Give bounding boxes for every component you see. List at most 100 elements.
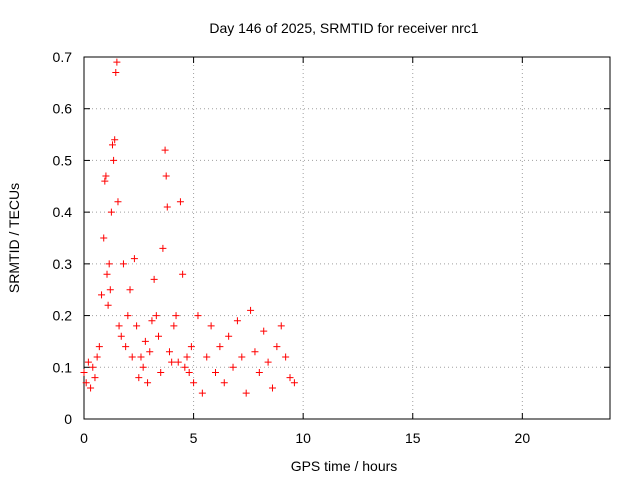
data-point — [185, 368, 193, 376]
data-point — [157, 368, 165, 376]
data-point — [174, 358, 182, 366]
data-point — [119, 260, 127, 268]
data-point — [106, 286, 114, 294]
y-tick-label: 0.6 — [53, 101, 73, 117]
data-point — [89, 363, 97, 371]
data-point — [198, 389, 206, 397]
data-point — [144, 379, 152, 387]
y-tick-label: 0.4 — [53, 204, 73, 220]
data-point — [229, 363, 237, 371]
data-point — [273, 343, 281, 351]
data-point — [152, 312, 160, 320]
data-point — [159, 244, 167, 252]
plot-frame — [83, 56, 611, 420]
data-point — [155, 332, 163, 340]
data-point — [207, 322, 215, 330]
data-point — [112, 69, 120, 77]
x-tick-labels: 0 5 10 15 20 — [80, 430, 530, 446]
data-point — [150, 275, 158, 283]
data-point — [102, 172, 110, 180]
data-point — [165, 348, 173, 356]
data-point — [183, 353, 191, 361]
x-axis-label: GPS time / hours — [291, 458, 398, 474]
x-tick-label: 0 — [80, 430, 88, 446]
grid — [84, 57, 610, 419]
data-point — [128, 353, 136, 361]
data-point — [130, 255, 138, 263]
y-tick-label: 0.5 — [53, 152, 73, 168]
y-tick-label: 0.2 — [53, 308, 73, 324]
data-point — [172, 312, 180, 320]
x-tick-label: 15 — [405, 430, 421, 446]
data-point — [161, 146, 169, 154]
y-tick-labels: 0 0.1 0.2 0.3 0.4 0.5 0.6 0.7 — [53, 49, 73, 427]
chart-title: Day 146 of 2025, SRMTID for receiver nrc… — [209, 20, 478, 36]
y-tick-label: 0.1 — [53, 359, 73, 375]
data-point — [190, 379, 198, 387]
data-point — [91, 374, 99, 382]
data-point — [268, 384, 276, 392]
data-point — [247, 306, 255, 314]
data-point — [162, 172, 170, 180]
data-point — [133, 322, 141, 330]
data-point — [137, 353, 145, 361]
data-point — [264, 358, 272, 366]
data-point — [95, 343, 103, 351]
x-tick-label: 10 — [295, 430, 311, 446]
data-point — [212, 368, 219, 376]
axis-ticks — [83, 56, 610, 420]
data-point — [203, 353, 211, 361]
data-point — [114, 198, 122, 206]
data-point — [168, 358, 176, 366]
data-point — [115, 322, 123, 330]
data-point — [93, 353, 101, 361]
data-point — [148, 317, 156, 325]
data-point — [122, 343, 130, 351]
data-point — [194, 312, 202, 320]
data-points — [80, 58, 298, 397]
data-point — [220, 379, 228, 387]
data-point — [146, 348, 154, 356]
data-point — [251, 348, 259, 356]
y-tick-label: 0.3 — [53, 256, 73, 272]
data-point — [282, 353, 290, 361]
data-point — [216, 343, 224, 351]
data-point — [187, 343, 195, 351]
data-point — [181, 363, 189, 371]
data-point — [277, 322, 285, 330]
data-point — [260, 327, 268, 335]
x-tick-label: 20 — [515, 430, 531, 446]
data-point — [100, 234, 108, 242]
data-point — [290, 379, 298, 387]
data-point — [141, 337, 149, 345]
data-point — [286, 374, 294, 382]
data-point — [255, 368, 263, 376]
data-point — [110, 156, 118, 164]
data-point — [176, 198, 184, 206]
data-point — [126, 286, 134, 294]
data-point — [105, 260, 113, 268]
data-point — [242, 389, 250, 397]
data-point — [84, 358, 92, 366]
y-axis-label: SRMTID / TECUs — [6, 183, 22, 293]
data-point — [135, 374, 143, 382]
data-point — [107, 208, 115, 216]
data-point — [101, 177, 109, 185]
data-point — [111, 136, 119, 144]
data-point — [103, 270, 111, 278]
y-tick-label: 0.7 — [53, 49, 73, 65]
data-point — [104, 301, 112, 309]
data-point — [108, 141, 116, 149]
data-point — [124, 312, 132, 320]
y-tick-label: 0 — [64, 411, 72, 427]
data-point — [87, 384, 95, 392]
data-point — [179, 270, 187, 278]
data-point — [113, 58, 121, 66]
data-point — [163, 203, 171, 211]
data-point — [82, 379, 90, 387]
data-point — [238, 353, 246, 361]
data-point — [139, 363, 147, 371]
x-tick-label: 5 — [190, 430, 198, 446]
data-point — [117, 332, 125, 340]
